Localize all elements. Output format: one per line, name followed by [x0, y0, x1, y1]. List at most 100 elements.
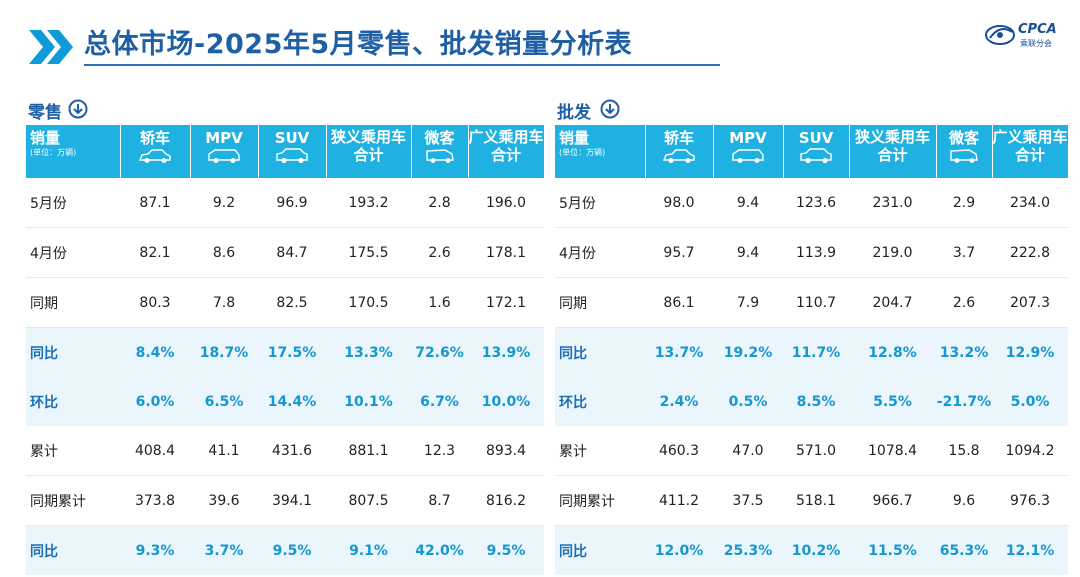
table-cell: 196.0	[468, 178, 544, 228]
column-header-label: SUV	[798, 129, 834, 147]
mpv-icon	[714, 148, 783, 164]
table-cell: 411.2	[645, 475, 713, 526]
table-cell: 231.0	[849, 178, 936, 228]
column-header-label: 轿车	[139, 129, 170, 147]
table-cell: 170.5	[326, 277, 411, 328]
table-cell: 2.6	[936, 277, 992, 328]
table-cell: 12.8%	[849, 327, 936, 377]
table-cell: 1094.2	[992, 426, 1068, 476]
row-label: 累计	[555, 426, 645, 476]
table-cell: 431.6	[258, 426, 326, 476]
row-label: 同比	[555, 327, 645, 377]
table-cell: 9.4	[713, 227, 783, 278]
column-header-label: 狭义乘用车 合计	[330, 128, 406, 164]
table-cell: 234.0	[992, 178, 1068, 228]
van-icon	[412, 148, 468, 164]
row-label: 5月份	[26, 178, 120, 228]
table-cell: 9.5%	[468, 525, 544, 575]
row-label: 同比	[555, 525, 645, 575]
row-label: 环比	[26, 377, 120, 426]
table-cell: 9.1%	[326, 525, 411, 575]
retail-section-label: 零售	[28, 103, 62, 123]
table-cell: 976.3	[992, 475, 1068, 526]
table-cell: 1078.4	[849, 426, 936, 476]
table-cell: 893.4	[468, 426, 544, 476]
header: 总体市场-2025年5月零售、批发销量分析表 CPCA 乘联分会	[0, 0, 1080, 76]
table-cell: 219.0	[849, 227, 936, 278]
table-cell: 13.2%	[936, 327, 992, 377]
table-cell: 12.0%	[645, 525, 713, 575]
sedan-icon	[121, 148, 190, 164]
table-cell: 84.7	[258, 227, 326, 278]
table-cell: 3.7	[936, 227, 992, 278]
table-cell: 2.8	[411, 178, 468, 228]
header-cell: 微客	[411, 125, 469, 178]
header-cell: 微客	[936, 125, 993, 178]
table-cell: 2.4%	[645, 377, 713, 426]
table-cell: 207.3	[992, 277, 1068, 328]
table-cell: 8.4%	[120, 327, 190, 377]
row-label: 4月份	[26, 227, 120, 278]
header-cell: 广义乘用车 合计	[468, 125, 545, 178]
title-underline	[84, 64, 720, 66]
column-header-label: MPV	[205, 129, 243, 147]
table-cell: 172.1	[468, 277, 544, 328]
column-header-label: 广义乘用车 合计	[992, 128, 1068, 164]
row-label: 同期	[555, 277, 645, 328]
table-row: 环比 2.4% 0.5% 8.5% 5.5% -21.7% 5.0%	[555, 377, 1068, 426]
table-cell: 7.9	[713, 277, 783, 328]
table-cell: 95.7	[645, 227, 713, 278]
table-row: 环比 6.0% 6.5% 14.4% 10.1% 6.7% 10.0%	[26, 377, 544, 426]
table-row: 累计 460.3 47.0 571.0 1078.4 15.8 1094.2	[555, 426, 1068, 476]
table-cell: 571.0	[783, 426, 849, 476]
table-row: 同比 9.3% 3.7% 9.5% 9.1% 42.0% 9.5%	[26, 525, 544, 575]
column-header-label: 狭义乘用车 合计	[854, 128, 930, 164]
header-cell: 轿车	[645, 125, 714, 178]
mpv-icon	[191, 148, 258, 164]
table-cell: 11.7%	[783, 327, 849, 377]
header-label: 销量	[30, 129, 61, 147]
table-row: 同期累计 373.8 39.6 394.1 807.5 8.7 816.2	[26, 475, 544, 526]
row-label: 环比	[555, 377, 645, 426]
table-cell: -21.7%	[936, 377, 992, 426]
table-cell: 82.1	[120, 227, 190, 278]
table-cell: 807.5	[326, 475, 411, 526]
table-cell: 7.8	[190, 277, 258, 328]
table-row: 4月份 95.7 9.4 113.9 219.0 3.7 222.8	[555, 227, 1068, 278]
table-row: 5月份 98.0 9.4 123.6 231.0 2.9 234.0	[555, 178, 1068, 228]
table-cell: 6.0%	[120, 377, 190, 426]
header-cell-metric: 销量 (单位：万辆)	[26, 125, 121, 178]
table-cell: 98.0	[645, 178, 713, 228]
row-label: 同期累计	[555, 475, 645, 526]
table-cell: 47.0	[713, 426, 783, 476]
table-row: 同期 86.1 7.9 110.7 204.7 2.6 207.3	[555, 277, 1068, 328]
column-header-label: 广义乘用车 合计	[468, 128, 544, 164]
table-cell: 5.5%	[849, 377, 936, 426]
table-cell: 2.6	[411, 227, 468, 278]
table-cell: 12.9%	[992, 327, 1068, 377]
table-row: 同期 80.3 7.8 82.5 170.5 1.6 172.1	[26, 277, 544, 328]
sedan-icon	[646, 148, 713, 164]
table-cell: 9.5%	[258, 525, 326, 575]
table-cell: 0.5%	[713, 377, 783, 426]
table-cell: 8.5%	[783, 377, 849, 426]
table-cell: 816.2	[468, 475, 544, 526]
table-cell: 8.7	[411, 475, 468, 526]
table-cell: 518.1	[783, 475, 849, 526]
table-cell: 12.3	[411, 426, 468, 476]
table-cell: 19.2%	[713, 327, 783, 377]
header-cell: SUV	[258, 125, 327, 178]
circle-arrow-down-icon	[600, 99, 620, 119]
table-header-row: 销量 (单位：万辆) 轿车 MPV SUV 狭义乘用车 合计 微客 广义乘用车 合计	[555, 125, 1069, 178]
header-cell-metric: 销量 (单位：万辆)	[555, 125, 646, 178]
header-unit: (单位：万辆)	[559, 148, 606, 157]
column-header-label: 轿车	[663, 129, 694, 147]
wholesale-section-label: 批发	[557, 103, 591, 123]
table-cell: 17.5%	[258, 327, 326, 377]
table-cell: 966.7	[849, 475, 936, 526]
table-cell: 37.5	[713, 475, 783, 526]
row-label: 同期累计	[26, 475, 120, 526]
column-header-label: SUV	[274, 129, 310, 147]
row-label: 同比	[26, 525, 120, 575]
row-label: 5月份	[555, 178, 645, 228]
